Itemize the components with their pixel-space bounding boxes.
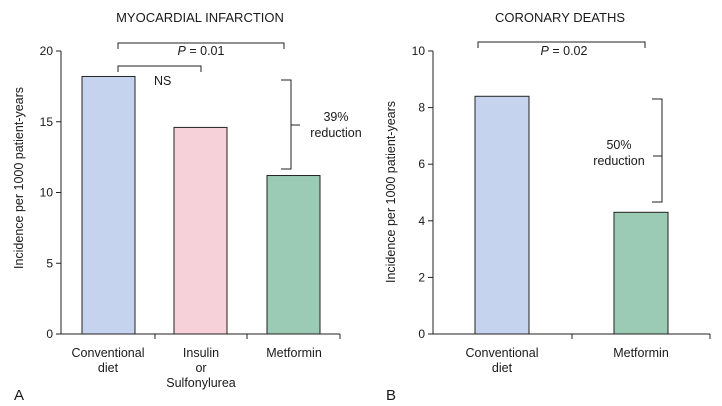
category-label-conventional: Conventional [466, 346, 539, 360]
chart-a-p-annotation: P = 0.01 [178, 44, 225, 58]
chart-a-p-value: = 0.01 [186, 44, 225, 58]
chart-a-y-tick-label: 10 [40, 186, 54, 200]
chart-b-reduction-percent: 50% [606, 138, 631, 152]
category-label-metformin: Metformin [266, 346, 322, 360]
bar-insulin-or-sulfonylurea [173, 126, 228, 335]
chart-a-y-tick-label: 0 [46, 327, 53, 341]
chart-a-y-tick-label: 20 [40, 44, 54, 58]
chart-a-reduction-percent: 39% [323, 110, 348, 124]
chart-b-reduction-bracket [652, 98, 663, 203]
chart-b-bars [474, 95, 669, 335]
chart-b-p-value: = 0.02 [549, 44, 588, 58]
chart-a-x-ticks [154, 334, 341, 339]
chart-a-p-symbol: P [178, 44, 187, 58]
chart-b-y-tick-label: 10 [412, 44, 426, 58]
chart-b-y-tick-labels: 0 2 4 6 8 10 [412, 44, 426, 341]
chart-b-y-ticks [428, 50, 433, 335]
chart-a-bars [81, 75, 321, 335]
chart-a-ns-label: NS [154, 74, 171, 88]
chart-b-x-ticks [571, 334, 711, 339]
chart-b-y-tick-label: 8 [418, 101, 425, 115]
chart-a-y-tick-labels: 0 5 10 15 20 [40, 44, 54, 341]
category-label-metformin: Metformin [613, 346, 669, 360]
category-label-or: or [195, 361, 206, 375]
panel-label-a: A [14, 387, 24, 404]
bar-conventional-diet [474, 95, 530, 335]
chart-b-y-tick-label: 6 [418, 157, 425, 171]
category-label-diet: diet [492, 361, 513, 375]
chart-b-category-labels: Conventional diet Metformin [466, 346, 669, 375]
panel-a: MYOCARDIAL INFARCTION Incidence per 1000… [12, 10, 362, 404]
chart-a-category-labels: Conventional diet Insulin or Sulfonylure… [72, 346, 322, 390]
chart-a-ns-bracket [117, 65, 202, 72]
category-label-insulin: Insulin [183, 346, 219, 360]
panel-b: CORONARY DEATHS Incidence per 1000 patie… [384, 10, 711, 404]
chart-a-reduction-label: reduction [310, 126, 361, 140]
chart-a-reduction-bracket [281, 79, 300, 170]
chart-a-y-tick-label: 15 [40, 115, 54, 129]
category-label-conventional: Conventional [72, 346, 145, 360]
chart-a-y-axis-label: Incidence per 1000 patient-years [12, 87, 26, 269]
chart-a-title: MYOCARDIAL INFARCTION [116, 10, 284, 25]
chart-a-y-ticks [56, 50, 61, 335]
chart-b-y-tick-label: 4 [418, 214, 425, 228]
chart-b-p-symbol: P [541, 44, 550, 58]
chart-b-y-tick-label: 2 [418, 270, 425, 284]
bar-metformin [613, 211, 669, 335]
category-label-diet: diet [98, 361, 119, 375]
panel-label-b: B [386, 387, 396, 404]
chart-b-reduction-label: reduction [593, 154, 644, 168]
chart-b-y-tick-label: 0 [418, 327, 425, 341]
chart-a-y-tick-label: 5 [46, 256, 53, 270]
bar-conventional-diet [81, 75, 136, 335]
category-label-sulfonylurea: Sulfonylurea [166, 376, 236, 390]
chart-a-p-bracket [117, 42, 285, 49]
chart-b-title: CORONARY DEATHS [495, 10, 625, 25]
chart-b-y-axis-label: Incidence per 1000 patient-years [384, 101, 398, 283]
chart-b-p-bracket [477, 41, 646, 48]
chart-b-p-annotation: P = 0.02 [541, 44, 588, 58]
bar-metformin [266, 175, 321, 335]
